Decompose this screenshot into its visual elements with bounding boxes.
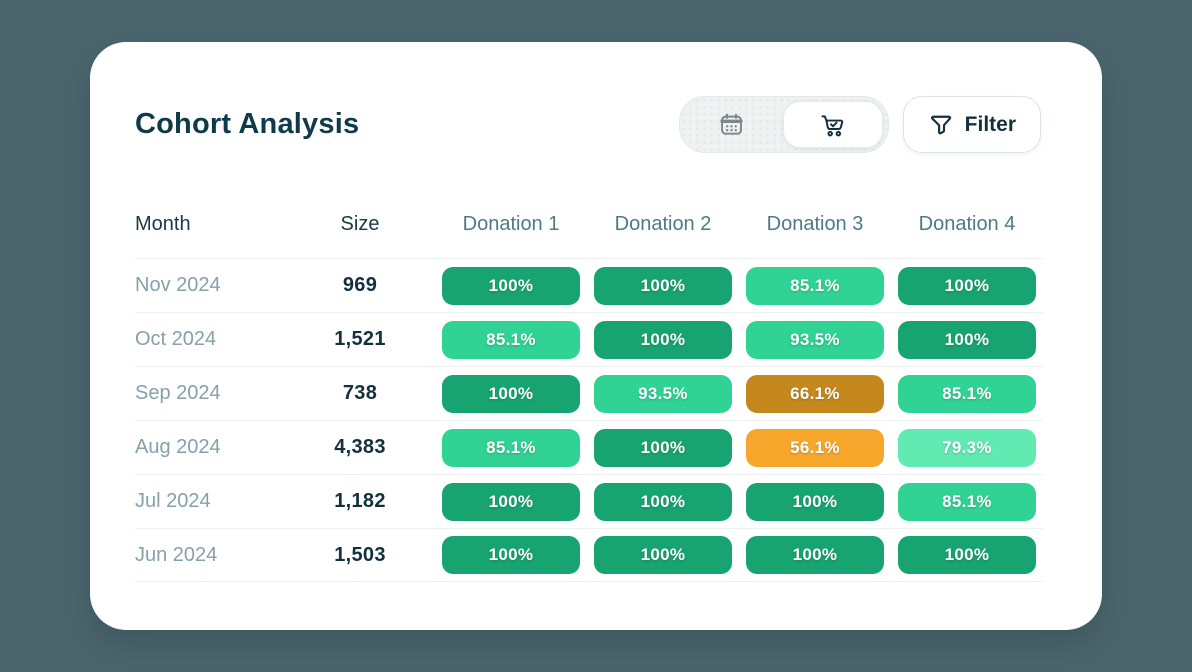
month-cell: Sep 2024 (135, 382, 221, 404)
cohort-table: Month Size Donation 1 Donation 2 Donatio… (135, 190, 1043, 582)
donation-cell[interactable]: 93.5% (746, 320, 884, 359)
table-row: Jul 2024 1,182 100% 100% 100% 85.1% (135, 474, 1043, 528)
view-toggle (678, 96, 889, 153)
column-header-donation4: Donation 4 (918, 212, 1016, 235)
column-header-donation3: Donation 3 (766, 212, 864, 235)
donation-cell[interactable]: 85.1% (442, 428, 580, 467)
column-header-size: Size (340, 212, 380, 235)
donation-cell[interactable]: 85.1% (746, 266, 884, 305)
donation-cell[interactable]: 85.1% (898, 482, 1036, 521)
table-row: Oct 2024 1,521 85.1% 100% 93.5% 100% (135, 312, 1043, 366)
donation-cell[interactable]: 100% (442, 536, 580, 574)
donation-cell[interactable]: 100% (746, 536, 884, 574)
donation-cell[interactable]: 93.5% (594, 374, 732, 413)
month-cell: Oct 2024 (135, 328, 217, 350)
size-cell: 738 (342, 382, 378, 404)
size-cell: 4,383 (334, 436, 386, 458)
table-row: Aug 2024 4,383 85.1% 100% 56.1% 79.3% (135, 420, 1043, 474)
donation-cell[interactable]: 85.1% (898, 374, 1036, 413)
month-cell: Nov 2024 (135, 274, 221, 296)
donation-cell[interactable]: 100% (594, 320, 732, 359)
funnel-icon (928, 112, 954, 138)
donation-cell[interactable]: 100% (594, 266, 732, 305)
donation-cell[interactable]: 100% (594, 482, 732, 521)
donation-cell[interactable]: 100% (594, 536, 732, 574)
table-row: Sep 2024 738 100% 93.5% 66.1% 85.1% (135, 366, 1043, 420)
donation-cell[interactable]: 66.1% (746, 374, 884, 413)
column-header-donation1: Donation 1 (462, 212, 560, 235)
page-title: Cohort Analysis (135, 108, 360, 140)
cohort-analysis-card: Cohort Analysis (90, 42, 1102, 630)
donation-cell[interactable]: 100% (746, 482, 884, 521)
cart-toggle-button[interactable] (782, 101, 883, 148)
month-cell: Jul 2024 (135, 490, 211, 512)
size-cell: 969 (342, 274, 378, 296)
column-header-month: Month (135, 212, 191, 235)
month-cell: Jun 2024 (135, 543, 218, 566)
donation-cell[interactable]: 100% (898, 320, 1036, 359)
donation-cell[interactable]: 79.3% (898, 428, 1036, 467)
donation-cell[interactable]: 100% (442, 374, 580, 413)
donation-cell[interactable]: 56.1% (746, 428, 884, 467)
donation-cell[interactable]: 100% (898, 266, 1036, 305)
size-cell: 1,182 (334, 490, 386, 512)
donation-cell[interactable]: 100% (442, 482, 580, 521)
donation-cell[interactable]: 85.1% (442, 320, 580, 359)
calendar-icon (718, 111, 745, 138)
table-header-row: Month Size Donation 1 Donation 2 Donatio… (135, 190, 1043, 258)
filter-button-label: Filter (964, 112, 1016, 136)
toolbar: Filter (678, 96, 1041, 153)
month-cell: Aug 2024 (135, 436, 221, 458)
donation-cell[interactable]: 100% (898, 536, 1036, 574)
calendar-toggle-button[interactable] (680, 97, 783, 152)
filter-button[interactable]: Filter (902, 96, 1041, 153)
column-header-donation2: Donation 2 (614, 212, 712, 235)
size-cell: 1,503 (334, 543, 386, 566)
size-cell: 1,521 (334, 328, 386, 350)
cart-check-icon (819, 111, 847, 139)
donation-cell[interactable]: 100% (442, 266, 580, 305)
table-row: Jun 2024 1,503 100% 100% 100% 100% (135, 528, 1043, 582)
table-row: Nov 2024 969 100% 100% 85.1% 100% (135, 258, 1043, 312)
donation-cell[interactable]: 100% (594, 428, 732, 467)
